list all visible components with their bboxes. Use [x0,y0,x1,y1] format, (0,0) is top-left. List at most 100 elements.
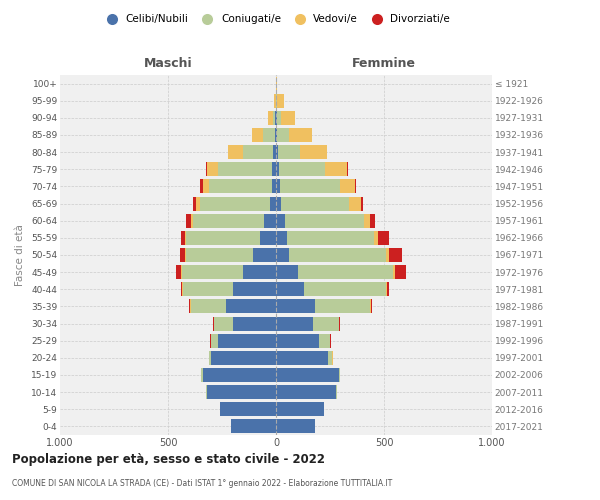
Bar [371,300,372,314]
Bar [276,351,328,365]
Bar [185,248,187,262]
Bar [214,316,233,330]
Bar [277,128,289,142]
Bar [276,385,337,399]
Bar [233,316,276,330]
Bar [203,368,276,382]
Bar [274,94,275,108]
Bar [243,145,274,159]
Bar [209,351,211,365]
Bar [281,111,295,125]
Bar [276,265,298,279]
Text: Maschi: Maschi [143,57,193,70]
Bar [276,368,338,382]
Bar [193,214,264,228]
Legend: Celibi/Nubili, Coniugati/e, Vedovi/e, Divorziati/e: Celibi/Nubili, Coniugati/e, Vedovi/e, Di… [98,10,454,29]
Bar [289,248,386,262]
Bar [191,300,226,314]
Bar [187,231,260,245]
Bar [338,368,340,382]
Bar [272,162,276,176]
Text: COMUNE DI SAN NICOLA LA STRADA (CE) - Dati ISTAT 1° gennaio 2022 - Elaborazione : COMUNE DI SAN NICOLA LA STRADA (CE) - Da… [12,479,392,488]
Bar [281,196,349,210]
Bar [182,282,183,296]
Bar [264,214,276,228]
Bar [187,248,253,262]
Bar [370,214,375,228]
Bar [206,162,208,176]
Bar [340,180,355,194]
Bar [228,145,243,159]
Bar [191,214,193,228]
Bar [276,111,277,125]
Bar [287,231,374,245]
Bar [276,420,315,434]
Bar [277,111,281,125]
Bar [213,316,214,330]
Bar [200,196,269,210]
Bar [395,265,406,279]
Bar [273,111,275,125]
Bar [319,334,330,347]
Bar [349,196,361,210]
Bar [200,180,203,194]
Bar [392,265,395,279]
Bar [274,145,276,159]
Bar [328,351,332,365]
Text: Popolazione per età, sesso e stato civile - 2022: Popolazione per età, sesso e stato civil… [12,452,325,466]
Bar [196,196,200,210]
Bar [347,162,349,176]
Bar [301,145,328,159]
Bar [220,402,276,416]
Bar [279,162,325,176]
Bar [276,196,281,210]
Bar [181,265,182,279]
Bar [275,128,276,142]
Bar [185,231,187,245]
Bar [202,368,203,382]
Bar [276,282,304,296]
Bar [276,214,285,228]
Bar [355,180,356,194]
Bar [253,248,276,262]
Bar [180,248,185,262]
Bar [276,402,323,416]
Bar [276,316,313,330]
Bar [276,145,278,159]
Bar [207,385,276,399]
Bar [272,180,276,194]
Bar [374,231,378,245]
Bar [276,128,277,142]
Bar [260,231,276,245]
Bar [298,265,392,279]
Bar [226,300,276,314]
Y-axis label: Fasce di età: Fasce di età [16,224,25,286]
Bar [276,94,277,108]
Bar [181,231,185,245]
Bar [361,196,363,210]
Bar [276,231,287,245]
Bar [370,300,371,314]
Bar [276,248,289,262]
Bar [285,214,364,228]
Bar [218,334,276,347]
Bar [181,282,182,296]
Bar [182,265,242,279]
Bar [268,111,273,125]
Bar [389,248,402,262]
Bar [203,180,209,194]
Bar [386,282,387,296]
Bar [186,214,191,228]
Bar [269,196,276,210]
Bar [211,351,276,365]
Bar [233,282,276,296]
Bar [275,111,276,125]
Bar [325,162,347,176]
Bar [315,300,370,314]
Bar [193,196,196,210]
Bar [242,265,276,279]
Bar [276,76,277,90]
Bar [218,162,272,176]
Bar [211,334,218,347]
Bar [289,128,311,142]
